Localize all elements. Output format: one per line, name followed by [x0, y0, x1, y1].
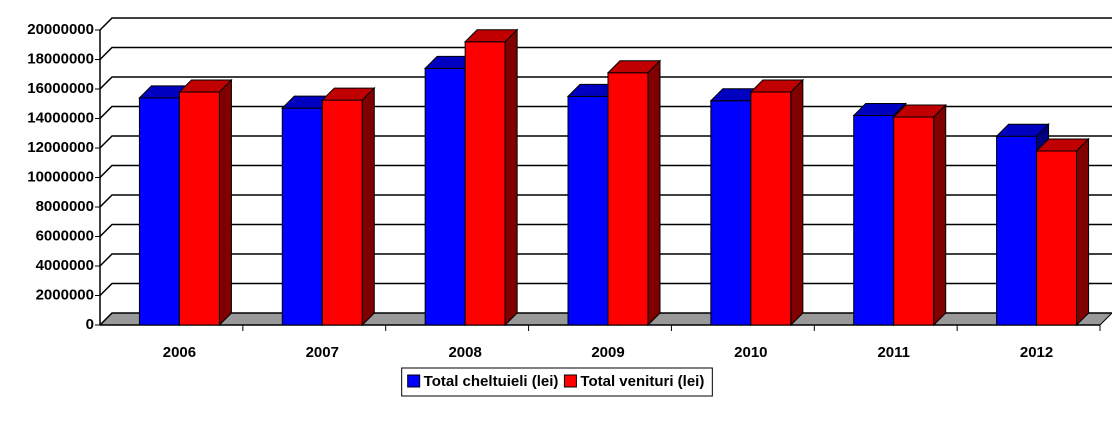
bar-front — [710, 100, 752, 326]
y-tick-label: 6000000 — [36, 227, 94, 244]
bar — [606, 59, 662, 327]
bar — [749, 78, 805, 327]
bar — [463, 28, 519, 327]
legend-swatch — [563, 374, 577, 388]
bar-side — [933, 103, 947, 327]
bar-front — [1036, 150, 1078, 326]
bar-side — [790, 78, 804, 327]
bar-front — [178, 91, 220, 326]
bar-front — [996, 135, 1038, 326]
x-tick-label: 2012 — [1020, 344, 1053, 361]
legend-box — [401, 367, 713, 397]
bar-front — [424, 67, 466, 326]
bar-front — [321, 99, 363, 326]
bar — [1035, 137, 1090, 327]
grid-line — [99, 17, 1112, 31]
bar — [892, 103, 947, 327]
grid-line — [99, 76, 1112, 90]
y-tick-label: 2000000 — [36, 286, 94, 303]
bar-front — [853, 115, 895, 326]
y-tick-label: 8000000 — [36, 198, 94, 215]
bar-side — [218, 78, 232, 327]
y-tick-label: 14000000 — [27, 109, 94, 126]
legend-label: Total cheltuieli (lei) — [424, 373, 559, 390]
bar-front — [464, 41, 506, 326]
x-tick-label: 2006 — [163, 344, 196, 361]
bar — [321, 86, 376, 327]
y-tick-label: 18000000 — [27, 50, 94, 67]
x-tick-label: 2007 — [306, 344, 339, 361]
legend: Total cheltuieli (lei) Total venituri (le… — [401, 367, 713, 397]
x-tick-label: 2008 — [448, 344, 481, 361]
bar-side — [647, 59, 661, 327]
y-tick-label: 16000000 — [27, 80, 94, 97]
bar — [178, 78, 233, 327]
x-tick-label: 2009 — [591, 344, 624, 361]
y-tick-label: 20000000 — [27, 21, 94, 38]
bar-front — [750, 91, 792, 326]
bar-side — [1076, 137, 1090, 327]
y-tick-label: 0 — [86, 316, 94, 333]
bar-front — [567, 95, 609, 326]
bar-side — [361, 86, 375, 327]
y-tick-label: 10000000 — [27, 168, 94, 185]
y-tick-label: 12000000 — [27, 139, 94, 156]
legend-swatch — [407, 374, 421, 388]
bar-front — [281, 107, 323, 326]
bar-side — [504, 28, 518, 327]
y-tick-label: 4000000 — [36, 257, 94, 274]
bar-front — [607, 72, 649, 326]
grid-line — [99, 46, 1112, 61]
x-tick-label: 2011 — [877, 344, 910, 361]
bar-front — [893, 116, 935, 326]
x-tick-label: 2010 — [734, 344, 767, 361]
bar-front — [138, 97, 180, 326]
legend-label: Total venituri (lei) — [580, 373, 704, 390]
